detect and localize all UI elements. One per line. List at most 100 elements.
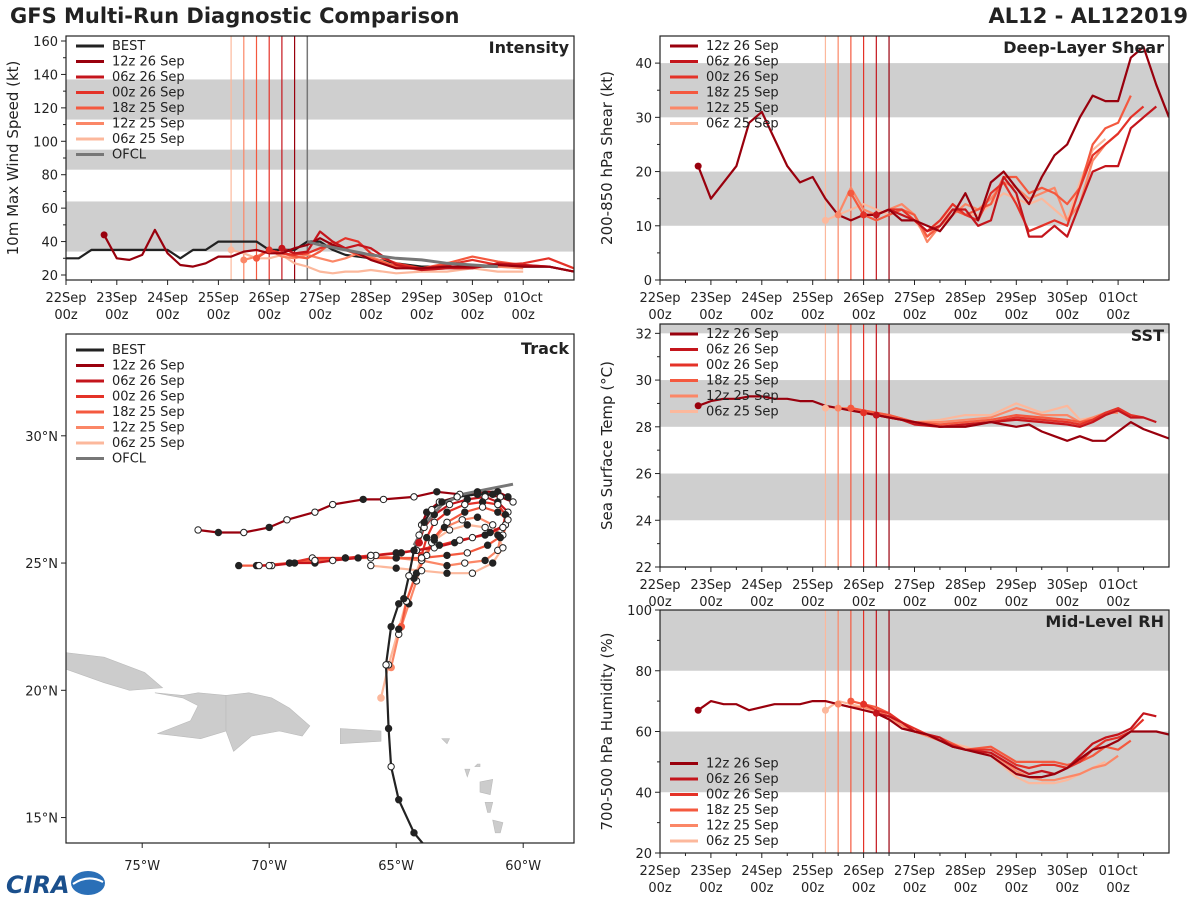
rh-legend-label: 12z 26 Sep	[706, 757, 779, 772]
shear-xtick-day-label: 28Sep	[945, 291, 986, 306]
intensity-ytick-label: 160	[33, 35, 58, 50]
track-position-marker-filled	[494, 531, 502, 539]
track-position-marker-filled	[410, 546, 418, 555]
rh-xtick-day-label: 29Sep	[996, 864, 1037, 879]
shear-series-12z-26-sep	[697, 45, 1169, 233]
shear-init-point	[872, 211, 880, 219]
cira-logo-swoosh	[72, 877, 104, 885]
track-position-marker-open	[410, 493, 418, 501]
track-xtick-label: 60°W	[505, 859, 541, 874]
rh-xtick-day-label: 27Sep	[894, 864, 935, 879]
land-9	[441, 738, 450, 745]
track-ytick-label: 20°N	[25, 684, 58, 699]
land-2	[225, 692, 311, 752]
track-position-marker-open	[417, 566, 426, 575]
cira-logo: CIRA	[6, 871, 70, 899]
sst-ytick-label: 30	[635, 374, 652, 389]
shear-ytick-label: 30	[635, 111, 652, 126]
intensity-ytick-label: 80	[41, 169, 58, 184]
intensity-title: Intensity	[489, 38, 570, 57]
track-position-marker-filled	[463, 521, 472, 529]
shear-init-point	[821, 216, 829, 224]
shear-xtick-hour-label: 00z	[903, 308, 927, 323]
land-4	[474, 763, 481, 767]
track-position-marker-open	[461, 559, 469, 567]
rh-xtick-hour-label: 00z	[801, 881, 825, 896]
shear-ytick-label: 40	[635, 57, 652, 72]
track-position-marker-open	[481, 523, 489, 532]
sst-xtick-day-label: 01Oct	[1099, 578, 1138, 593]
track-12z-25-sep	[370, 516, 502, 668]
rh-init-point	[694, 706, 702, 714]
rh-xtick-day-label: 24Sep	[741, 864, 782, 879]
sst-xtick-hour-label: 00z	[1056, 595, 1080, 610]
rh-ytick-label: 100	[627, 604, 652, 619]
shear-xtick-hour-label: 00z	[954, 308, 978, 323]
track-position-marker-open	[329, 556, 337, 565]
sst-xtick-hour-label: 00z	[852, 595, 876, 610]
shear-init-point	[847, 189, 855, 197]
track-position-marker-open	[194, 526, 202, 534]
sst-band-0	[660, 473, 1169, 521]
intensity-xtick-hour-label: 00z	[359, 308, 383, 323]
track-position-marker-filled	[504, 493, 512, 501]
shear-ytick-label: 10	[635, 220, 652, 235]
track-position-marker-filled	[481, 531, 489, 539]
track-position-marker-open	[382, 661, 390, 669]
intensity-legend-label: OFCL	[112, 148, 147, 163]
track-position-marker-filled	[285, 559, 294, 567]
sst-xtick-day-label: 22Sep	[639, 578, 680, 593]
shear-xtick-hour-label: 00z	[1106, 308, 1130, 323]
intensity-xtick-hour-label: 00z	[258, 308, 282, 323]
track-position-marker-open	[445, 500, 454, 509]
rh-xtick-hour-label: 00z	[954, 881, 978, 896]
rh-xtick-hour-label: 00z	[1056, 881, 1080, 896]
shear-xtick-day-label: 30Sep	[1047, 291, 1088, 306]
rh-xtick-hour-label: 00z	[648, 881, 672, 896]
rh-xtick-hour-label: 00z	[852, 881, 876, 896]
intensity-init-point	[278, 244, 286, 252]
track-position-marker-open	[499, 544, 507, 552]
track-init-point	[377, 694, 385, 702]
land-0	[66, 652, 164, 691]
track-legend-label: 12z 25 Sep	[112, 421, 185, 436]
shear-xtick-hour-label: 00z	[852, 308, 876, 323]
shear-xtick-day-label: 25Sep	[792, 291, 833, 306]
track-position-marker-open	[311, 556, 319, 565]
shear-xtick-hour-label: 00z	[1056, 308, 1080, 323]
intensity-band-1	[66, 149, 574, 170]
land-5	[479, 779, 494, 795]
intensity-series-06z-25-sep	[230, 248, 524, 275]
track-position-marker-open	[504, 516, 512, 524]
track-position-marker-filled	[341, 554, 350, 562]
rh-plot-area	[660, 610, 1169, 853]
shear-legend-label: 00z 26 Sep	[706, 70, 779, 85]
sst-xtick-day-label: 30Sep	[1047, 578, 1088, 593]
sst-ytick-label: 26	[635, 468, 652, 483]
intensity-xtick-day-label: 01Oct	[504, 291, 543, 306]
intensity-xtick-day-label: 23Sep	[96, 291, 137, 306]
intensity-xtick-hour-label: 00z	[512, 308, 536, 323]
shear-plot-area	[660, 36, 1169, 280]
rh-xtick-day-label: 25Sep	[792, 864, 833, 879]
intensity-band-2	[66, 79, 574, 120]
shear-legend-label: 12z 25 Sep	[706, 101, 779, 116]
shear-xtick-hour-label: 00z	[648, 308, 672, 323]
figure-title: GFS Multi-Run Diagnostic Comparison	[10, 4, 460, 28]
sst-init-point	[834, 404, 842, 412]
track-position-marker-filled	[395, 796, 403, 804]
track-position-marker-filled	[359, 495, 367, 504]
track-position-marker-filled	[430, 536, 438, 544]
shear-init-point	[860, 211, 868, 219]
intensity-xtick-day-label: 22Sep	[45, 291, 86, 306]
track-position-marker-open	[509, 498, 517, 506]
track-position-marker-filled	[443, 561, 451, 570]
shear-init-point	[694, 162, 702, 170]
intensity-series-12z-26-sep	[103, 228, 574, 273]
intensity-xtick-day-label: 30Sep	[452, 291, 493, 306]
track-position-marker-open	[423, 845, 429, 851]
sst-xtick-hour-label: 00z	[903, 595, 927, 610]
shear-xtick-hour-label: 00z	[801, 308, 825, 323]
track-position-marker-open	[430, 518, 438, 527]
track-map-area	[66, 482, 517, 851]
